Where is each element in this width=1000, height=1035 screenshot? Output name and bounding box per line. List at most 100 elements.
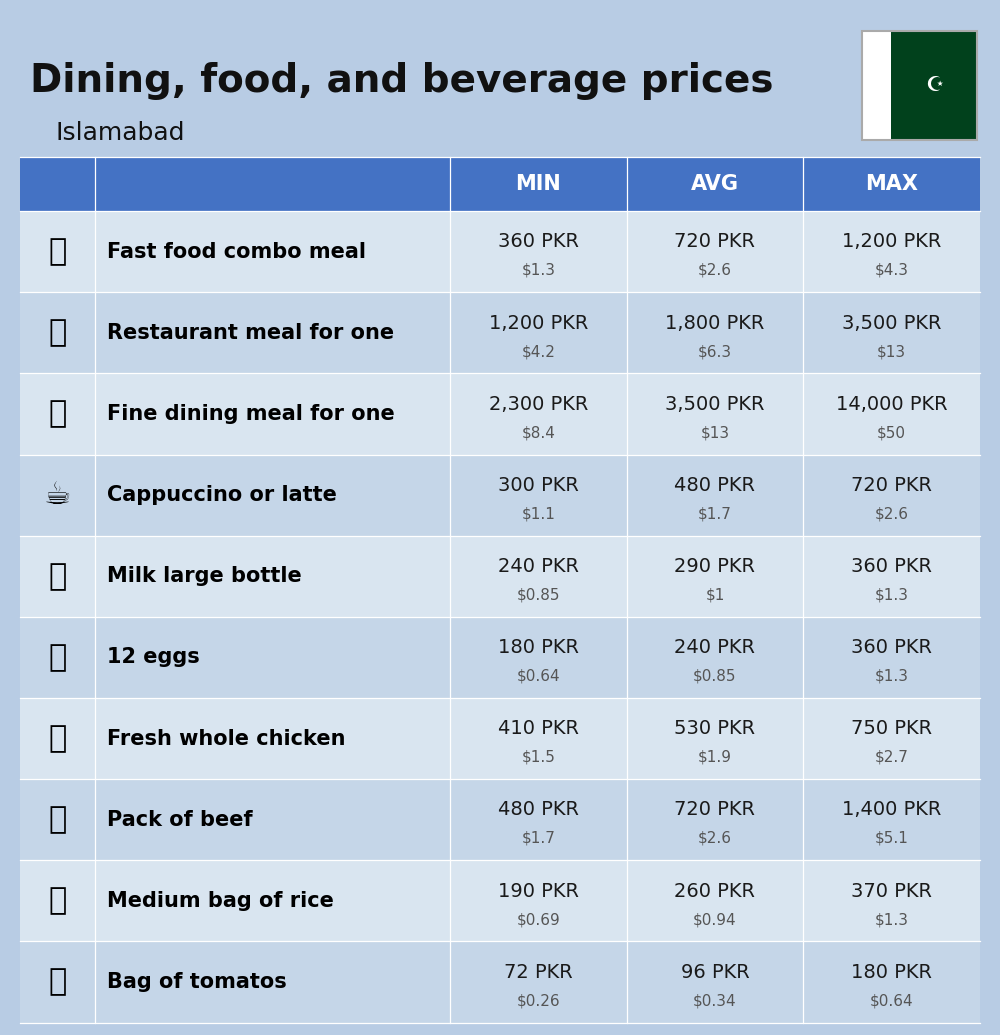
Text: 72 PKR: 72 PKR (504, 963, 573, 982)
Text: 180 PKR: 180 PKR (498, 639, 579, 657)
Text: 🍚: 🍚 (48, 886, 67, 915)
Text: $2.6: $2.6 (698, 831, 732, 846)
Text: $1.9: $1.9 (698, 749, 732, 765)
Text: $1.3: $1.3 (875, 669, 909, 683)
Text: 290 PKR: 290 PKR (674, 557, 756, 576)
Text: 🐔: 🐔 (48, 724, 67, 753)
Bar (20, 374, 980, 454)
Text: $1.7: $1.7 (521, 831, 555, 846)
Text: 1,800 PKR: 1,800 PKR (665, 314, 765, 332)
Text: 3,500 PKR: 3,500 PKR (665, 394, 765, 414)
Text: MIN: MIN (515, 174, 561, 195)
Text: Fast food combo meal: Fast food combo meal (107, 242, 366, 262)
Text: $6.3: $6.3 (698, 344, 732, 359)
Text: 410 PKR: 410 PKR (498, 719, 579, 738)
Bar (862, 31, 891, 140)
Text: 720 PKR: 720 PKR (674, 800, 756, 820)
Text: Medium bag of rice: Medium bag of rice (107, 891, 334, 911)
Text: $4.3: $4.3 (875, 263, 909, 277)
Text: 1,200 PKR: 1,200 PKR (489, 314, 588, 332)
Text: 96 PKR: 96 PKR (681, 963, 749, 982)
Bar (891, 31, 977, 140)
Text: 720 PKR: 720 PKR (674, 233, 756, 252)
Bar (862, 31, 977, 140)
Text: Fresh whole chicken: Fresh whole chicken (107, 729, 346, 748)
Bar (20, 942, 980, 1023)
Text: 12 eggs: 12 eggs (107, 648, 200, 668)
Text: $1.7: $1.7 (698, 506, 732, 522)
Text: 360 PKR: 360 PKR (498, 233, 579, 252)
Text: 370 PKR: 370 PKR (851, 882, 932, 900)
Text: $13: $13 (700, 425, 730, 440)
Text: 🍳: 🍳 (48, 319, 67, 348)
Text: Milk large bottle: Milk large bottle (107, 566, 302, 586)
Text: 240 PKR: 240 PKR (498, 557, 579, 576)
Text: $1: $1 (705, 588, 725, 602)
Bar (20, 292, 980, 374)
Text: $2.6: $2.6 (698, 263, 732, 277)
Text: $1.5: $1.5 (521, 749, 555, 765)
Bar (20, 157, 980, 211)
Text: 480 PKR: 480 PKR (674, 476, 756, 495)
Bar (20, 211, 980, 292)
Text: 🥚: 🥚 (48, 643, 67, 672)
Text: 360 PKR: 360 PKR (851, 557, 932, 576)
Bar (20, 454, 980, 536)
Bar (20, 617, 980, 698)
Text: $0.26: $0.26 (517, 994, 560, 1008)
Text: $0.64: $0.64 (870, 994, 913, 1008)
Text: $4.2: $4.2 (521, 344, 555, 359)
Text: 190 PKR: 190 PKR (498, 882, 579, 900)
Text: Dining, food, and beverage prices: Dining, food, and beverage prices (30, 62, 774, 100)
Text: 🍅: 🍅 (48, 968, 67, 997)
Bar (20, 860, 980, 942)
Bar (20, 536, 980, 617)
Text: 360 PKR: 360 PKR (851, 639, 932, 657)
Text: 1,200 PKR: 1,200 PKR (842, 233, 941, 252)
Text: $0.34: $0.34 (693, 994, 737, 1008)
Text: 240 PKR: 240 PKR (674, 639, 756, 657)
Text: 720 PKR: 720 PKR (851, 476, 932, 495)
Text: $13: $13 (877, 344, 906, 359)
Text: $0.85: $0.85 (693, 669, 737, 683)
Text: $0.64: $0.64 (517, 669, 560, 683)
Text: Cappuccino or latte: Cappuccino or latte (107, 485, 337, 505)
Text: $50: $50 (877, 425, 906, 440)
Text: $1.3: $1.3 (875, 588, 909, 602)
Text: 480 PKR: 480 PKR (498, 800, 579, 820)
Text: MAX: MAX (865, 174, 918, 195)
Text: 1,400 PKR: 1,400 PKR (842, 800, 941, 820)
Text: $0.94: $0.94 (693, 912, 737, 927)
Text: $8.4: $8.4 (521, 425, 555, 440)
Text: Restaurant meal for one: Restaurant meal for one (107, 323, 394, 343)
Text: 14,000 PKR: 14,000 PKR (836, 394, 947, 414)
Text: 530 PKR: 530 PKR (674, 719, 756, 738)
Text: 2,300 PKR: 2,300 PKR (489, 394, 588, 414)
Text: 750 PKR: 750 PKR (851, 719, 932, 738)
Text: $2.7: $2.7 (875, 749, 909, 765)
Text: 300 PKR: 300 PKR (498, 476, 579, 495)
Bar (20, 779, 980, 860)
Text: Islamabad: Islamabad (55, 121, 184, 145)
Bar (20, 698, 980, 779)
Text: 260 PKR: 260 PKR (674, 882, 756, 900)
Text: $0.69: $0.69 (516, 912, 560, 927)
Text: $5.1: $5.1 (875, 831, 909, 846)
Text: 🍔: 🍔 (48, 237, 67, 266)
Text: $0.85: $0.85 (517, 588, 560, 602)
Text: AVG: AVG (691, 174, 739, 195)
Text: 🥩: 🥩 (48, 805, 67, 834)
Text: ☕: ☕ (44, 480, 71, 509)
Text: $1.3: $1.3 (521, 263, 555, 277)
Text: $2.6: $2.6 (875, 506, 909, 522)
Text: Bag of tomatos: Bag of tomatos (107, 972, 287, 992)
Text: 🥛: 🥛 (48, 562, 67, 591)
Text: $1.3: $1.3 (875, 912, 909, 927)
Text: 180 PKR: 180 PKR (851, 963, 932, 982)
Text: $1.1: $1.1 (521, 506, 555, 522)
Text: Pack of beef: Pack of beef (107, 809, 253, 830)
Text: Fine dining meal for one: Fine dining meal for one (107, 404, 395, 424)
Text: ☪: ☪ (925, 76, 944, 95)
Text: 3,500 PKR: 3,500 PKR (842, 314, 941, 332)
Text: 🍽: 🍽 (48, 400, 67, 428)
